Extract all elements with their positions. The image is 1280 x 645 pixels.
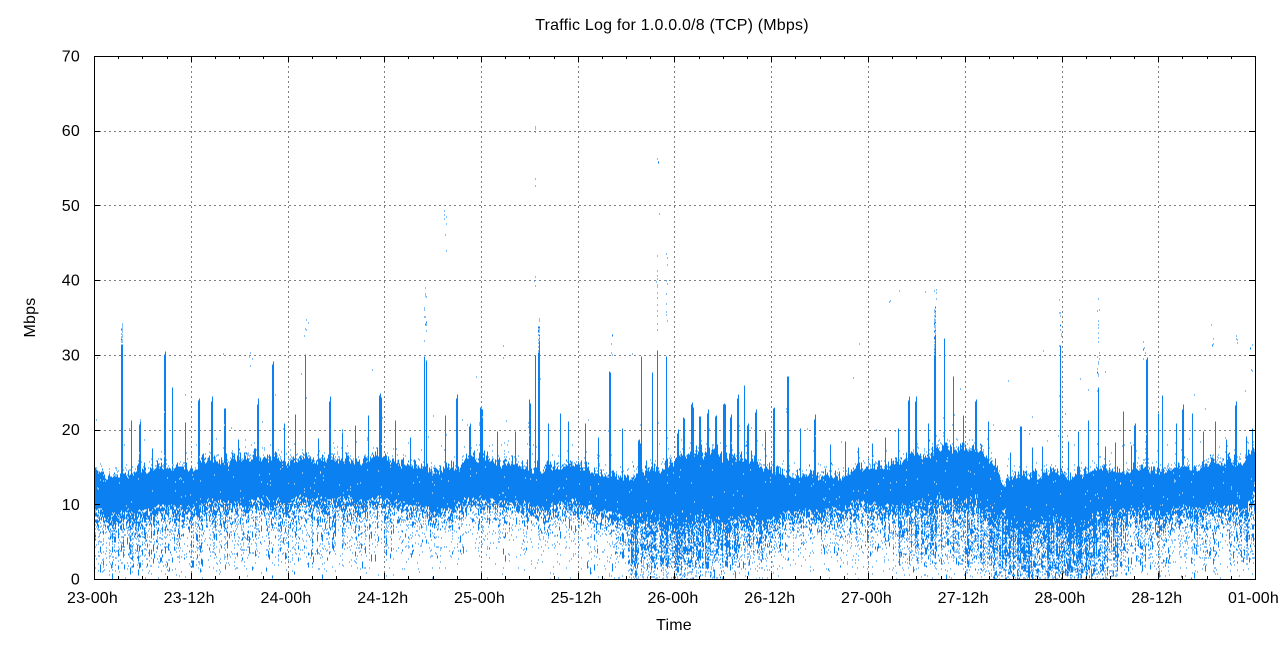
svg-text:70: 70	[62, 49, 80, 66]
svg-text:26-12h: 26-12h	[744, 590, 795, 607]
svg-text:25-12h: 25-12h	[551, 590, 602, 607]
svg-text:01-00h: 01-00h	[1228, 590, 1279, 607]
svg-text:28-12h: 28-12h	[1131, 590, 1182, 607]
svg-text:23-00h: 23-00h	[67, 590, 118, 607]
svg-text:30: 30	[62, 347, 80, 364]
svg-text:24-12h: 24-12h	[357, 590, 408, 607]
svg-text:40: 40	[62, 273, 80, 290]
svg-text:10: 10	[62, 497, 80, 514]
svg-text:25-00h: 25-00h	[454, 590, 505, 607]
svg-text:26-00h: 26-00h	[647, 590, 698, 607]
svg-text:Mbps: Mbps	[22, 298, 39, 338]
svg-text:0: 0	[71, 572, 80, 589]
svg-text:24-00h: 24-00h	[260, 590, 311, 607]
svg-text:Time: Time	[656, 617, 692, 634]
svg-text:60: 60	[62, 123, 80, 140]
svg-text:Traffic Log for 1.0.0.0/8 (TCP: Traffic Log for 1.0.0.0/8 (TCP) (Mbps)	[535, 17, 808, 34]
svg-text:27-12h: 27-12h	[938, 590, 989, 607]
svg-text:50: 50	[62, 198, 80, 215]
svg-text:23-12h: 23-12h	[164, 590, 215, 607]
svg-text:27-00h: 27-00h	[841, 590, 892, 607]
svg-text:28-00h: 28-00h	[1034, 590, 1085, 607]
svg-text:20: 20	[62, 422, 80, 439]
